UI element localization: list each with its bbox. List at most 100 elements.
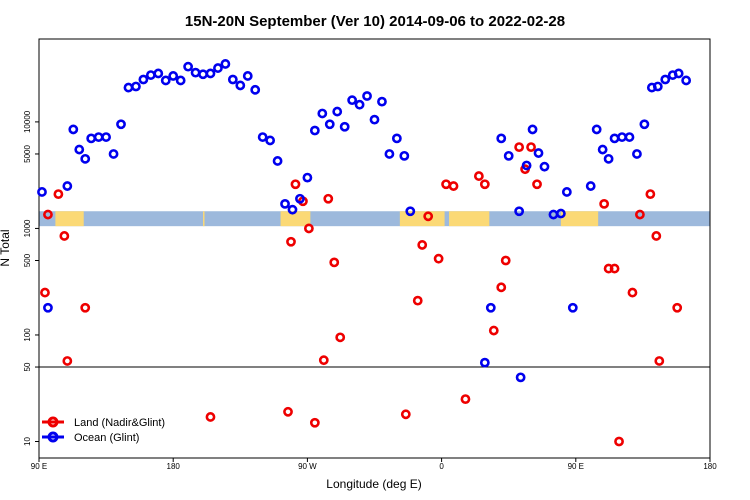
land-point bbox=[500, 255, 511, 266]
ocean-point bbox=[295, 193, 305, 204]
band-land-segment bbox=[55, 211, 84, 227]
ocean-point bbox=[257, 132, 268, 142]
land-point bbox=[290, 179, 301, 190]
ocean-point bbox=[533, 148, 544, 158]
land-point bbox=[43, 209, 53, 220]
ocean-point bbox=[131, 81, 141, 92]
ocean-point bbox=[561, 187, 572, 197]
land-point bbox=[303, 223, 314, 234]
ocean-point bbox=[80, 153, 91, 164]
ocean-point bbox=[591, 124, 602, 135]
band-ocean bbox=[39, 211, 710, 227]
ocean-point bbox=[384, 149, 395, 159]
land-point bbox=[532, 179, 542, 190]
ocean-point bbox=[43, 302, 53, 313]
land-point bbox=[479, 179, 490, 190]
ocean-point bbox=[652, 81, 663, 92]
land-point bbox=[433, 253, 444, 264]
ocean-point bbox=[639, 119, 650, 130]
x-tick-label: 0 bbox=[439, 462, 444, 471]
ocean-point bbox=[160, 75, 171, 86]
ocean-point bbox=[250, 84, 261, 95]
ocean-point bbox=[190, 67, 201, 78]
ocean-point bbox=[220, 59, 231, 69]
ocean-point bbox=[175, 75, 186, 86]
ocean-point bbox=[585, 181, 596, 191]
land-point bbox=[448, 181, 459, 191]
land-point bbox=[514, 142, 525, 153]
land-point bbox=[323, 193, 334, 204]
y-tick-label: 5000 bbox=[23, 145, 32, 163]
land-point bbox=[62, 356, 73, 366]
land-point bbox=[672, 302, 683, 313]
ocean-point bbox=[213, 63, 223, 73]
ocean-point bbox=[62, 181, 73, 191]
ocean-point bbox=[391, 133, 402, 144]
ocean-point bbox=[673, 68, 684, 79]
land-point bbox=[614, 436, 624, 447]
ocean-point bbox=[86, 133, 97, 144]
ocean-point bbox=[116, 119, 126, 130]
ocean-point bbox=[496, 133, 507, 144]
land-point bbox=[40, 287, 50, 298]
ocean-point bbox=[632, 149, 642, 159]
ocean-point bbox=[339, 121, 350, 132]
band-land-segment bbox=[449, 211, 490, 227]
ocean-point bbox=[123, 82, 134, 93]
ocean-point bbox=[521, 160, 532, 171]
ocean-point bbox=[74, 144, 85, 155]
land-point bbox=[441, 179, 451, 190]
land-point bbox=[609, 263, 620, 274]
ocean-point bbox=[168, 71, 179, 81]
land-point bbox=[335, 332, 346, 343]
land-point bbox=[309, 417, 320, 428]
ocean-series bbox=[37, 59, 692, 383]
ocean-point bbox=[145, 70, 156, 80]
ocean-point bbox=[362, 91, 372, 101]
land-point bbox=[80, 302, 91, 313]
y-tick-label: 50 bbox=[23, 362, 32, 371]
x-tick-label: 180 bbox=[703, 462, 717, 471]
y-tick-label: 100 bbox=[23, 328, 32, 342]
land-point bbox=[496, 282, 507, 293]
ocean-point bbox=[399, 150, 410, 161]
x-tick-label: 90 E bbox=[568, 462, 584, 471]
x-tick-label: 90 W bbox=[298, 462, 317, 471]
ocean-point bbox=[280, 198, 290, 209]
land-point bbox=[651, 231, 662, 241]
ocean-point bbox=[324, 119, 335, 130]
ocean-point bbox=[93, 132, 104, 142]
ocean-point bbox=[183, 61, 194, 72]
ocean-point bbox=[479, 357, 490, 368]
land-point bbox=[53, 189, 64, 200]
ocean-point bbox=[485, 302, 496, 313]
ocean-point bbox=[681, 75, 692, 86]
ocean-point bbox=[101, 132, 111, 142]
ocean-point bbox=[68, 124, 79, 135]
band-land-segment bbox=[280, 211, 311, 227]
coverage-band bbox=[39, 211, 710, 227]
legend-land-marker bbox=[47, 416, 59, 428]
ocean-point bbox=[597, 144, 608, 155]
land-point bbox=[400, 409, 411, 420]
land-point bbox=[283, 406, 293, 417]
ocean-point bbox=[205, 68, 216, 79]
ocean-point bbox=[555, 208, 566, 219]
ocean-point bbox=[37, 187, 47, 197]
ocean-point bbox=[153, 68, 164, 79]
land-point bbox=[286, 236, 296, 247]
land-point bbox=[460, 394, 471, 405]
x-tick-label: 90 E bbox=[31, 462, 47, 471]
ocean-point bbox=[198, 69, 208, 80]
ocean-point bbox=[515, 372, 526, 383]
land-point bbox=[645, 189, 656, 200]
land-point bbox=[329, 257, 340, 268]
ocean-point bbox=[514, 206, 525, 217]
y-tick-label: 1000 bbox=[23, 219, 32, 237]
x-axis-ticks: 90 E 180 90 W 0 90 E 180 bbox=[31, 458, 717, 471]
ocean-point bbox=[235, 80, 246, 91]
ocean-point bbox=[624, 132, 635, 142]
ocean-point bbox=[660, 74, 671, 85]
land-point bbox=[635, 209, 645, 220]
ocean-point bbox=[309, 125, 320, 136]
